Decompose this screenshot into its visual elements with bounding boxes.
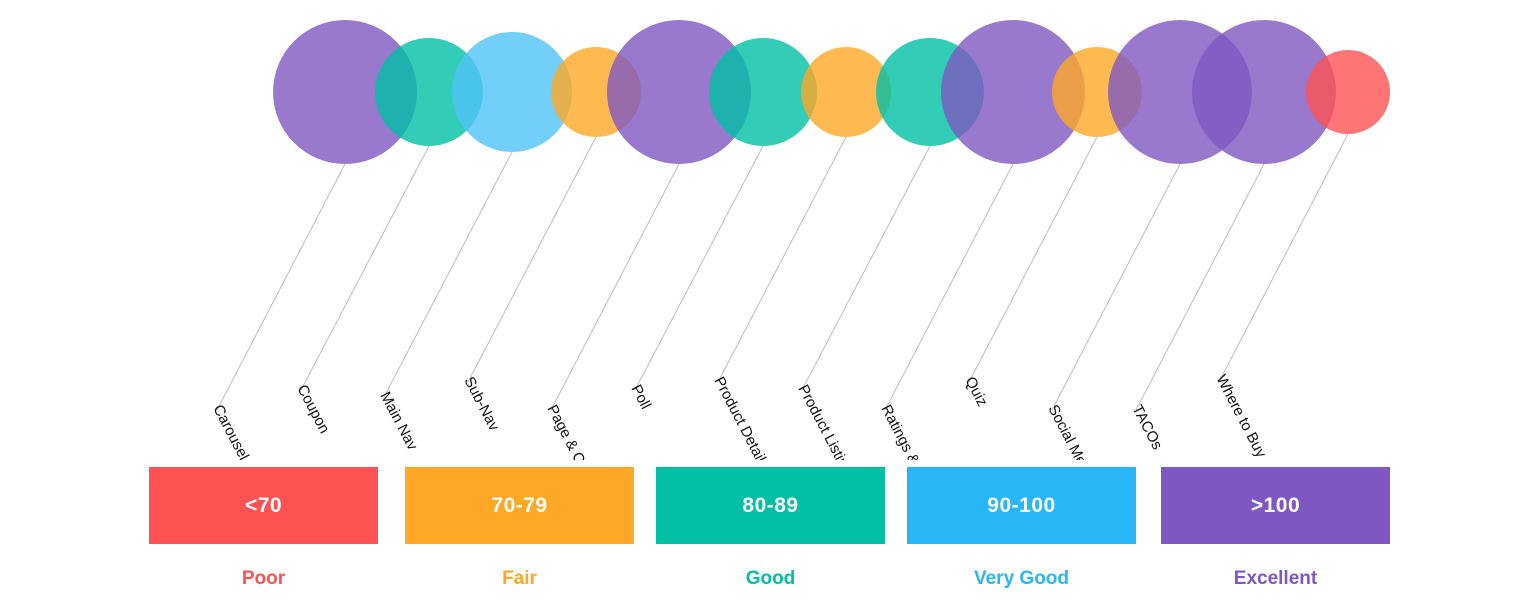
leader-line-page-content-structure [550, 163, 680, 411]
leader-lines [216, 133, 1349, 411]
bubble-label-ratings-reviews: Ratings & Reviews [877, 402, 950, 460]
legend-range-excellent: >100 [1250, 493, 1301, 517]
bubble-label-where-to-buy: Where to Buy [1212, 372, 1269, 460]
bubble-label-social-media-links: Social Media Links [1044, 402, 1117, 460]
bubble-label-tacos: TACOs [1128, 402, 1165, 452]
leader-line-tacos [1135, 163, 1265, 411]
bubble-label-page-content-structure: Page & Content Structure [543, 402, 637, 460]
bubble-label-carousel: Carousel [209, 402, 252, 460]
legend-box-poor: <70 [149, 467, 378, 544]
legend-rating-very-good: Very Good [973, 568, 1070, 589]
legend-rating-excellent: Excellent [1233, 568, 1318, 589]
bubble-page-content-structure [607, 20, 751, 164]
bubble-poll [709, 38, 817, 146]
bubble-chart: Carousel Coupon Main Nav Sub-Nav Page & Cont… [209, 20, 1390, 460]
leader-line-main-nav [383, 151, 513, 398]
bubble-label-poll: Poll [627, 382, 654, 412]
bubble-label-product-detail-page: Product Detail Page [710, 374, 787, 460]
bubble-label-coupon: Coupon [293, 382, 332, 436]
leader-line-social-media-links [1051, 163, 1181, 411]
legend-box-very-good: 90-100 [907, 467, 1136, 544]
bubble-where-to-buy [1306, 50, 1390, 134]
legend-rating-fair: Fair [502, 568, 537, 589]
bubble-label-main-nav: Main Nav [376, 389, 421, 453]
leader-line-ratings-reviews [884, 163, 1014, 411]
bubble-ratings-reviews [941, 20, 1085, 164]
bubble-label-quiz: Quiz [961, 374, 990, 409]
legend-rating-good: Good [745, 568, 796, 589]
bubble-labels: Carousel Coupon Main Nav Sub-Nav Page & Cont… [209, 372, 1269, 460]
legend-range-very-good: 90-100 [987, 493, 1056, 517]
bubbles [273, 20, 1390, 164]
leader-line-product-listing [801, 145, 931, 391]
legend-box-good: 80-89 [656, 467, 885, 544]
bubble-main-nav [452, 32, 572, 152]
leader-line-sub-nav [467, 136, 597, 383]
legend-range-fair: 70-79 [491, 493, 548, 517]
leader-line-product-detail-page [717, 136, 847, 383]
legend-range-poor: <70 [244, 493, 283, 517]
bubble-label-sub-nav: Sub-Nav [460, 374, 502, 434]
bubble-tacos [1192, 20, 1336, 164]
legend-range-good: 80-89 [742, 493, 799, 517]
legend-box-fair: 70-79 [405, 467, 634, 544]
bubble-carousel [273, 20, 417, 164]
leader-line-quiz [968, 136, 1098, 383]
bubble-coupon [375, 38, 483, 146]
legend-box-excellent: >100 [1161, 467, 1390, 544]
leader-line-where-to-buy [1219, 133, 1349, 381]
legend-rating-poor: Poor [241, 568, 286, 589]
leader-line-carousel [216, 163, 346, 411]
leader-line-poll [634, 145, 764, 391]
leader-line-coupon [300, 145, 430, 391]
bubble-product-detail-page [801, 47, 891, 137]
bubble-label-product-listing: Product Listing [794, 382, 855, 460]
